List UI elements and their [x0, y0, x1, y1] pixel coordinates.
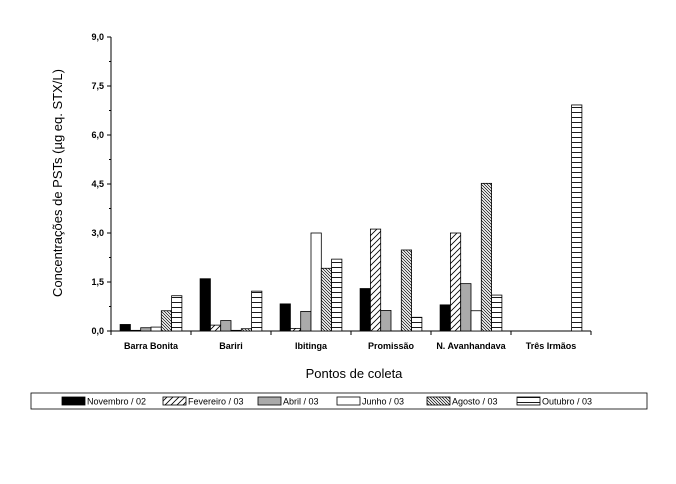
bar	[279, 303, 291, 332]
bar	[470, 310, 482, 332]
legend-swatch	[516, 396, 541, 406]
bar	[449, 232, 462, 332]
bar	[359, 288, 371, 332]
bar	[571, 104, 583, 332]
y-tick-label: 4,5	[91, 179, 104, 189]
bar	[209, 324, 222, 332]
legend-label: Novembro / 02	[87, 397, 146, 407]
bar	[240, 328, 253, 332]
legend-label: Junho / 03	[362, 397, 404, 407]
category-label: Bariri	[219, 341, 243, 351]
y-tick-label: 7,5	[91, 81, 104, 91]
legend-swatch	[426, 396, 451, 406]
legend-label: Abril / 03	[283, 397, 319, 407]
bar	[300, 310, 312, 332]
bar	[220, 320, 232, 332]
bar	[411, 316, 423, 332]
y-tick-label: 0,0	[91, 326, 104, 336]
bar	[199, 278, 211, 332]
bar	[369, 228, 382, 332]
x-axis-title: Pontos de coleta	[306, 366, 404, 381]
bar	[230, 329, 242, 332]
bar	[289, 327, 302, 332]
bar	[491, 294, 503, 332]
legend-swatch	[162, 396, 187, 406]
bar	[119, 324, 131, 332]
y-tick-label: 9,0	[91, 32, 104, 42]
category-label: Ibitinga	[295, 341, 328, 351]
bar	[150, 326, 162, 332]
bar	[129, 329, 142, 332]
bar	[320, 267, 332, 332]
y-tick-label: 1,5	[91, 277, 104, 287]
bar	[460, 283, 472, 332]
bar	[171, 295, 183, 332]
bar-group	[119, 104, 583, 332]
bar	[310, 232, 322, 332]
category-label: Promissão	[368, 341, 415, 351]
bar	[140, 327, 152, 332]
legend-label: Outubro / 03	[542, 397, 592, 407]
legend-swatch	[257, 396, 282, 406]
category-label: N. Avanhandava	[436, 341, 506, 351]
y-tick-label: 6,0	[91, 130, 104, 140]
category-label-group: Barra Bonita Bariri Ibitinga Promissão N. Av…	[124, 341, 576, 351]
legend-swatch	[61, 396, 86, 406]
bar	[400, 249, 412, 332]
bar	[331, 258, 343, 332]
category-label: Três Irmãos	[526, 341, 577, 351]
legend-label: Agosto / 03	[452, 397, 498, 407]
category-label: Barra Bonita	[124, 341, 179, 351]
y-axis-title: Concentrações de PSTs (µg eq. STX/L)	[50, 69, 65, 297]
bar	[251, 290, 263, 332]
bar	[160, 310, 173, 332]
legend-swatch	[336, 396, 361, 406]
legend-label: Fevereiro / 03	[188, 397, 244, 407]
bar	[480, 182, 492, 332]
x-tick-group	[110, 331, 592, 335]
bar	[380, 310, 392, 332]
legend: Novembro / 02 Fevereiro / 03 Abril / 03 Jun…	[61, 396, 592, 407]
y-tick-group: 0,0 1,5 3,0 4,5 6,0 7,5 9,0	[91, 32, 111, 336]
bar	[439, 304, 451, 332]
y-tick-label: 3,0	[91, 228, 104, 238]
